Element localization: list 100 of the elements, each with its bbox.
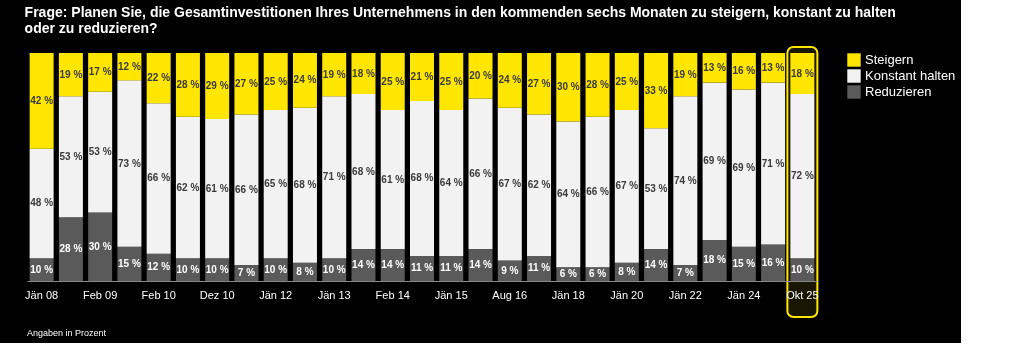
data-label: 66 % [586, 186, 610, 198]
bar [731, 89, 756, 247]
chart-title: Frage: Planen Sie, die Gesamtinvestitionen Ihres Unternehmens in den kommenden sechs Monaten zu steigern, konstant zu halten oder zu reduzieren? [24, 4, 896, 36]
data-label: 16 % [761, 256, 785, 268]
bar [527, 114, 552, 256]
bar [263, 53, 288, 110]
data-label: 10 % [322, 263, 346, 275]
bar [497, 107, 522, 261]
bar [380, 110, 405, 250]
data-label: 53 % [644, 182, 668, 194]
x-tick-label: Dez 10 [199, 288, 235, 301]
data-label: 14 % [644, 259, 668, 271]
bar [614, 53, 639, 110]
data-label: 72 % [790, 170, 814, 182]
bar [234, 114, 259, 266]
bar [527, 53, 552, 115]
data-label: 71 % [322, 171, 346, 183]
data-label: 64 % [556, 188, 580, 200]
data-label: 18 % [790, 67, 814, 79]
data-label: 53 % [59, 150, 83, 162]
data-label: 27 % [527, 77, 551, 89]
data-label: 28 % [59, 243, 83, 255]
data-label: 27 % [235, 77, 258, 89]
data-label: 21 % [410, 70, 434, 82]
x-tick-label: Feb 09 [83, 288, 118, 301]
bar [88, 91, 113, 213]
data-label: 61 % [381, 173, 405, 185]
bar [790, 94, 815, 259]
bar [117, 80, 142, 247]
data-label: 62 % [527, 179, 551, 191]
bar [29, 53, 54, 149]
data-label: 65 % [264, 178, 288, 190]
bar [556, 121, 581, 268]
data-label: 14 % [381, 259, 405, 271]
bar [439, 53, 464, 110]
bar [292, 53, 317, 108]
data-label: 69 % [732, 162, 756, 174]
data-label: 69 % [703, 155, 727, 167]
x-tick-label: Jän 22 [668, 288, 702, 301]
data-label: 16 % [732, 65, 756, 77]
data-label: 18 % [352, 67, 375, 79]
data-label: 28 % [586, 78, 610, 90]
data-label: 11 % [440, 262, 463, 274]
bar [205, 119, 230, 259]
bar [292, 107, 317, 263]
bar [497, 53, 522, 108]
bar [585, 116, 610, 268]
data-label: 15 % [118, 257, 141, 269]
data-label: 42 % [30, 94, 54, 106]
legend-label: Steigern [865, 52, 914, 67]
data-label: 8 % [296, 265, 314, 277]
data-label: 11 % [527, 262, 551, 274]
data-label: 20 % [469, 69, 493, 81]
data-label: 53 % [88, 146, 112, 158]
data-label: 25 % [264, 75, 288, 87]
bar [585, 53, 610, 117]
data-label: 61 % [205, 182, 229, 194]
data-label: 24 % [293, 74, 317, 86]
data-label: 10 % [30, 263, 54, 275]
data-label: 15 % [732, 257, 756, 269]
data-label: 74 % [673, 174, 697, 186]
data-label: 66 % [147, 172, 171, 184]
data-label: 28 % [176, 78, 200, 90]
data-label: 14 % [469, 259, 493, 271]
data-label: 6 % [559, 268, 578, 280]
data-label: 30 % [88, 240, 112, 252]
data-label: 8 % [618, 265, 636, 277]
data-label: 66 % [235, 183, 258, 195]
data-label: 12 % [147, 261, 171, 273]
x-tick-label: Feb 14 [375, 288, 410, 301]
data-label: 22 % [147, 72, 171, 84]
data-label: 29 % [205, 80, 229, 92]
data-label: 18 % [703, 254, 727, 266]
data-label: 30 % [556, 81, 580, 93]
x-tick-label: Jän 24 [727, 288, 761, 301]
text: Angaben in Prozent [27, 328, 107, 338]
data-label: 67 % [498, 178, 522, 190]
bar [410, 53, 434, 101]
data-label: 62 % [176, 181, 200, 193]
bar [58, 217, 83, 281]
data-label: 48 % [30, 197, 54, 209]
data-label: 68 % [410, 172, 434, 184]
bar [439, 110, 464, 256]
bar [702, 82, 727, 240]
data-label: 67 % [615, 180, 639, 192]
data-label: 10 % [790, 263, 814, 275]
x-tick-label: Aug 16 [492, 288, 528, 301]
legend-label: Konstant halten [865, 68, 956, 83]
data-label: 9 % [501, 264, 519, 276]
bar [644, 128, 669, 250]
data-label: 7 % [676, 267, 695, 279]
x-tick-label: Jän 12 [259, 288, 293, 301]
data-label: 13 % [761, 61, 785, 73]
bar [351, 94, 376, 250]
data-label: 68 % [352, 165, 375, 177]
bar [410, 100, 434, 256]
bar [644, 53, 669, 129]
bar [29, 148, 54, 259]
data-label: 12 % [118, 60, 141, 72]
bar [614, 110, 639, 263]
